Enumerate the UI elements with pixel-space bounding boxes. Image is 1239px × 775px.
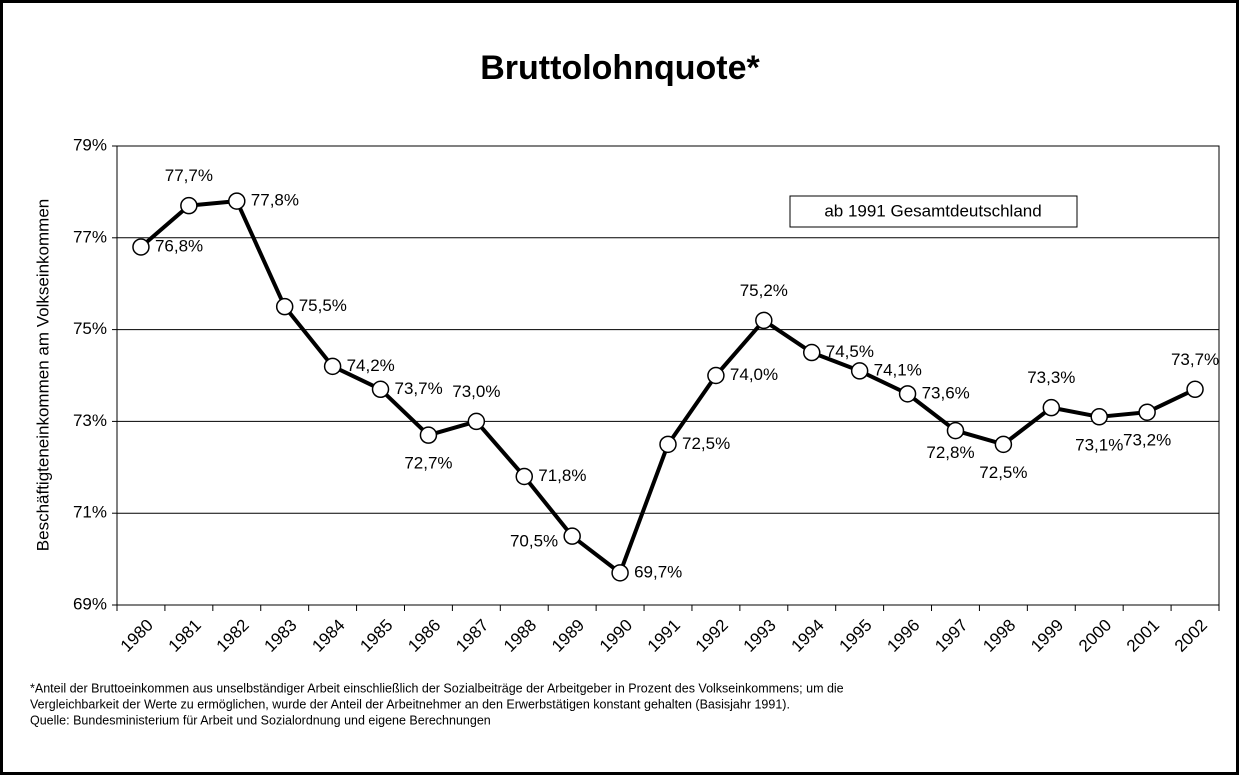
marker	[611, 564, 629, 582]
marker	[1186, 380, 1204, 399]
marker	[180, 196, 198, 215]
footnote: *Anteil der Bruttoeinkommen aus unselbst…	[30, 681, 844, 695]
y-tick-label: 71%	[73, 503, 107, 522]
footnote: Vergleichbarkeit der Werte zu ermögliche…	[30, 697, 790, 711]
marker	[802, 343, 821, 362]
marker	[275, 297, 294, 316]
data-label: 74,2%	[347, 356, 395, 375]
data-label: 73,0%	[452, 382, 500, 401]
data-label: 74,0%	[730, 365, 778, 384]
marker	[850, 362, 869, 380]
marker	[228, 192, 246, 210]
marker	[707, 366, 725, 385]
data-label: 72,7%	[404, 454, 452, 473]
marker	[419, 426, 438, 444]
data-label: 77,7%	[165, 166, 213, 185]
marker	[467, 412, 486, 431]
marker	[898, 385, 917, 403]
data-label: 73,6%	[922, 383, 970, 402]
y-tick-label: 69%	[73, 594, 107, 613]
marker	[994, 435, 1013, 454]
marker	[1042, 398, 1061, 417]
data-label: 72,5%	[682, 434, 730, 453]
data-label: 77,8%	[251, 191, 299, 210]
data-label: 70,5%	[510, 532, 558, 551]
data-label: 69,7%	[634, 562, 682, 581]
marker	[515, 467, 534, 486]
chart-title: Bruttolohnquote*	[480, 49, 760, 87]
data-label: 73,1%	[1075, 435, 1123, 454]
marker	[371, 380, 390, 399]
marker	[659, 435, 677, 454]
marker	[1090, 408, 1108, 426]
data-label: 74,5%	[826, 342, 874, 361]
y-axis-label: Beschäftigteneinkommen am Volkseinkommen	[33, 199, 52, 551]
data-label: 75,5%	[299, 296, 347, 315]
annotation-box	[789, 195, 1078, 228]
y-tick-label: 79%	[73, 135, 107, 154]
data-label: 72,8%	[926, 443, 974, 462]
marker	[1138, 403, 1156, 421]
y-tick-label: 75%	[73, 319, 107, 338]
data-label: 74,1%	[874, 360, 922, 379]
data-label: 73,7%	[1171, 350, 1219, 369]
data-label: 73,7%	[395, 379, 443, 398]
data-label: 73,3%	[1027, 368, 1075, 387]
y-tick-label: 77%	[73, 227, 107, 246]
data-label: 72,5%	[979, 463, 1027, 482]
y-tick-label: 73%	[73, 411, 107, 430]
data-label: 73,2%	[1123, 431, 1171, 450]
annotation: ab 1991 Gesamtdeutschland	[824, 201, 1041, 220]
marker	[946, 421, 965, 440]
marker	[132, 238, 150, 256]
marker	[323, 357, 342, 376]
data-label: 71,8%	[538, 466, 586, 485]
data-label: 75,2%	[740, 281, 788, 300]
footnote: Quelle: Bundesministerium für Arbeit und…	[30, 713, 491, 727]
data-label: 76,8%	[155, 236, 203, 255]
marker	[755, 311, 773, 330]
marker	[563, 527, 581, 545]
